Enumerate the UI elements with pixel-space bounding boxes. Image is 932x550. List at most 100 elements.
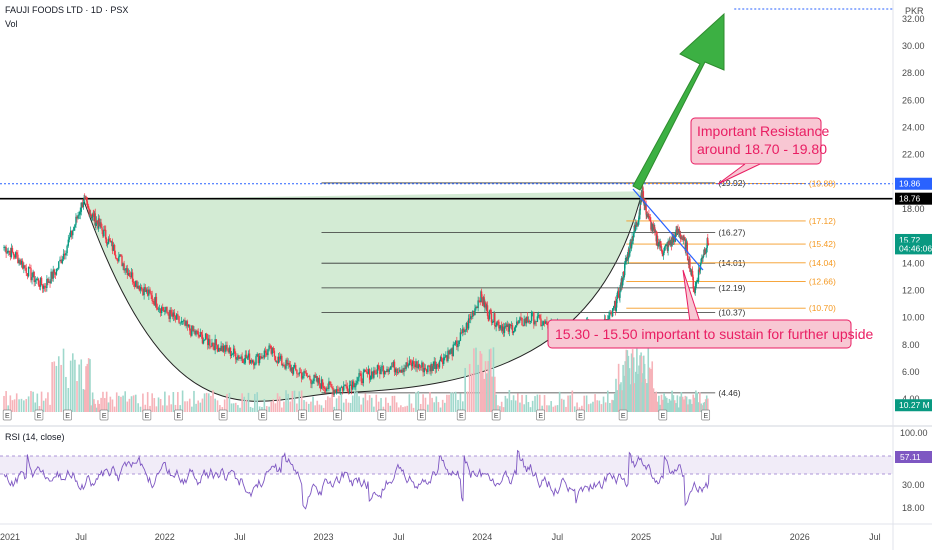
candle-body bbox=[343, 385, 345, 391]
candle-body bbox=[338, 390, 340, 392]
volume-bar bbox=[308, 403, 310, 412]
earnings-marker-2 bbox=[63, 409, 72, 421]
candle-body bbox=[7, 250, 9, 253]
earnings-marker-18 bbox=[701, 409, 711, 421]
candle-body bbox=[172, 312, 175, 317]
earnings-marker-label-16: E bbox=[621, 413, 626, 420]
candle-body bbox=[467, 318, 470, 329]
volume-bar bbox=[633, 383, 636, 412]
candle-body bbox=[228, 347, 231, 353]
price-tick-10: 8.00 bbox=[902, 340, 920, 350]
candle-body bbox=[328, 381, 330, 389]
price-tick-12: 4.00 bbox=[902, 394, 920, 404]
candle-body bbox=[34, 280, 36, 283]
candle-body bbox=[290, 367, 293, 371]
candle-body bbox=[697, 281, 699, 283]
volume-bar bbox=[310, 401, 312, 412]
candle-body bbox=[81, 202, 84, 208]
volume-bar bbox=[673, 400, 676, 412]
price-axis[interactable]: 32.00 30.00 28.00 26.00 24.00 22.00 18.00 14.00… bbox=[902, 14, 925, 404]
candle-body bbox=[389, 366, 391, 370]
candle-body bbox=[61, 259, 64, 264]
volume-bar bbox=[174, 404, 177, 412]
candle-body bbox=[700, 258, 702, 264]
volume-bar bbox=[345, 398, 347, 412]
candle-body bbox=[526, 316, 529, 322]
volume-bar bbox=[170, 404, 173, 412]
bullish-arrow bbox=[632, 12, 725, 191]
volume-bar bbox=[281, 407, 283, 412]
candle-body bbox=[253, 360, 255, 366]
volume-bar bbox=[258, 406, 261, 412]
candle-body bbox=[315, 376, 317, 378]
candle-body bbox=[536, 316, 539, 322]
candle-body bbox=[168, 314, 170, 319]
candle-body bbox=[347, 390, 350, 392]
candle-body bbox=[524, 319, 526, 324]
candle-body bbox=[56, 268, 59, 270]
volume-bar bbox=[85, 366, 87, 412]
candle-body bbox=[465, 323, 468, 331]
candle-body bbox=[637, 222, 639, 225]
earnings-marker-8 bbox=[298, 409, 307, 421]
volume-bar bbox=[664, 396, 667, 412]
candle-body bbox=[329, 381, 331, 384]
candle-body bbox=[74, 224, 76, 228]
candle-body bbox=[106, 243, 109, 245]
volume-bar bbox=[265, 406, 268, 412]
candle-body bbox=[146, 289, 149, 296]
volume-bar bbox=[683, 399, 685, 412]
candle-body bbox=[377, 365, 380, 369]
candle-body bbox=[171, 313, 173, 317]
volume-bar bbox=[60, 364, 62, 412]
volume-bar bbox=[491, 376, 493, 412]
volume-bar bbox=[377, 401, 380, 412]
candle-body bbox=[270, 345, 272, 354]
candle-body bbox=[190, 330, 192, 336]
candle-body bbox=[181, 320, 184, 322]
candle-body bbox=[89, 214, 92, 215]
candle-body bbox=[636, 224, 639, 226]
candle-body bbox=[98, 218, 100, 226]
candle-body bbox=[126, 268, 128, 275]
candle-body bbox=[525, 316, 527, 324]
volume-bar bbox=[646, 383, 648, 412]
candle-body bbox=[449, 350, 451, 355]
time-axis[interactable]: 2021 Jul 2022 Jul 2023 Jul 2024 Jul 2025 Jul 2026 J… bbox=[0, 532, 881, 542]
volume-bar bbox=[126, 401, 129, 412]
candle-body bbox=[281, 355, 283, 366]
volume-bar bbox=[261, 407, 263, 412]
candle-body bbox=[200, 331, 203, 335]
candle-body bbox=[649, 217, 651, 221]
candle-body bbox=[137, 285, 139, 289]
candle-body bbox=[320, 379, 323, 389]
candle-body bbox=[208, 339, 210, 346]
candle-body bbox=[198, 335, 200, 337]
volume-bar bbox=[115, 392, 118, 412]
candle-body bbox=[268, 345, 270, 350]
volume-bar bbox=[157, 397, 160, 412]
volume-bar bbox=[245, 399, 248, 412]
candle-body bbox=[628, 252, 631, 255]
volume-bar bbox=[602, 396, 605, 412]
volume-bar bbox=[623, 375, 625, 412]
candle-body bbox=[55, 268, 58, 275]
candle-body bbox=[231, 353, 234, 355]
volume-bar bbox=[151, 393, 153, 412]
volume-bar bbox=[216, 400, 219, 412]
volume-bar bbox=[195, 403, 197, 412]
candle-body bbox=[504, 325, 507, 328]
price-tag-label-4: 10.27 M bbox=[899, 400, 930, 410]
earnings-marker-6 bbox=[218, 409, 228, 421]
volume-bar bbox=[333, 406, 335, 412]
volume-bar bbox=[109, 396, 112, 412]
candle-body bbox=[112, 245, 115, 251]
volume-bar bbox=[270, 401, 273, 412]
candle-body bbox=[102, 230, 104, 237]
volume-bar bbox=[457, 399, 459, 412]
volume-bar bbox=[609, 402, 611, 412]
candle-body bbox=[266, 352, 268, 356]
candle-body bbox=[199, 331, 202, 337]
candle-body bbox=[678, 229, 681, 236]
